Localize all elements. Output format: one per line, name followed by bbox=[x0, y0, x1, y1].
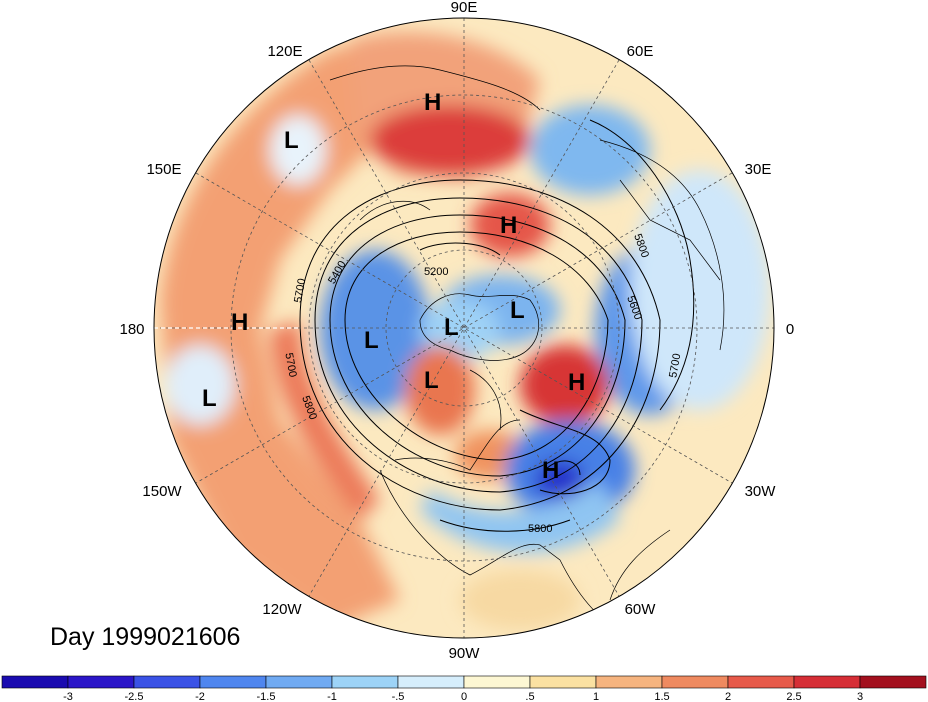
anomaly-field bbox=[154, 18, 774, 638]
colorbar-swatch bbox=[727, 675, 795, 689]
colorbar-swatch bbox=[397, 675, 465, 689]
colorbar-tick-label: -1 bbox=[327, 691, 337, 702]
colorbar-tick-label: 2.5 bbox=[786, 691, 801, 702]
colorbar-swatch bbox=[793, 675, 861, 689]
colorbar-swatch bbox=[1, 675, 69, 689]
low-center: L bbox=[510, 297, 525, 324]
contour-label: 5700 bbox=[667, 353, 683, 379]
graticule bbox=[154, 18, 774, 638]
high-center: H bbox=[500, 212, 517, 239]
low-center: L bbox=[444, 314, 459, 341]
colorbar-swatch bbox=[67, 675, 135, 689]
high-center: L bbox=[424, 367, 439, 394]
colorbar-tick-label: 1.5 bbox=[654, 691, 669, 702]
colorbar-swatch bbox=[859, 675, 927, 689]
colorbar-tick-label: 2 bbox=[725, 691, 731, 702]
colorbar-tick-label: 1 bbox=[593, 691, 599, 702]
colorbar-tick-label: -2 bbox=[195, 691, 205, 702]
pressure-centers: H L H L L L H L L H H bbox=[202, 89, 585, 484]
colorbar-swatch bbox=[463, 675, 531, 689]
high-center: H bbox=[231, 309, 248, 336]
low-center: H bbox=[542, 457, 559, 484]
lon-label: 150E bbox=[146, 161, 181, 178]
colorbar-swatch bbox=[199, 675, 267, 689]
colorbar-swatch bbox=[529, 675, 597, 689]
colorbar-swatch bbox=[595, 675, 663, 689]
colorbar-tick-label: -.5 bbox=[392, 691, 405, 702]
colorbar: -3 -2.5 -2 -1.5 -1 -.5 0 .5 1 1.5 2 2.5 3 bbox=[1, 675, 927, 702]
colorbar-tick-label: -3 bbox=[63, 691, 73, 702]
colorbar-swatch bbox=[133, 675, 201, 689]
lon-label: 120E bbox=[267, 43, 302, 60]
lon-label: 30W bbox=[745, 483, 777, 500]
colorbar-swatch bbox=[265, 675, 333, 689]
colorbar-tick-label: .5 bbox=[525, 691, 534, 702]
colorbar-tick-label: -2.5 bbox=[125, 691, 144, 702]
contour-labels: 5200 5400 5700 5700 5800 5600 5700 5800 … bbox=[282, 232, 683, 535]
colorbar-swatch bbox=[661, 675, 729, 689]
contour-label: 5800 bbox=[528, 523, 552, 535]
longitude-labels: 90E 60E 30E 0 30W 60W 90W 120W 150W 180 … bbox=[119, 0, 794, 662]
map-border bbox=[153, 17, 775, 639]
lon-label: 30E bbox=[745, 161, 772, 178]
colorbar-tick-label: -1.5 bbox=[257, 691, 276, 702]
contour-label: 5200 bbox=[424, 266, 448, 278]
contour-label: 5700 bbox=[282, 352, 298, 378]
colorbar-tick-label: 0 bbox=[461, 691, 467, 702]
lon-label: 60E bbox=[627, 43, 654, 60]
low-center: L bbox=[202, 385, 217, 412]
lon-label: 150W bbox=[142, 483, 182, 500]
colorbar-swatch bbox=[331, 675, 399, 689]
high-center: H bbox=[424, 89, 441, 116]
colorbar-tick-label: 3 bbox=[857, 691, 863, 702]
lon-label: 180 bbox=[119, 321, 144, 338]
lon-label: 90W bbox=[449, 645, 481, 662]
lon-label: 90E bbox=[451, 0, 478, 16]
high-center: H bbox=[568, 369, 585, 396]
lon-label: 0 bbox=[786, 321, 794, 338]
lon-label: 120W bbox=[262, 601, 302, 618]
lon-label: 60W bbox=[625, 601, 657, 618]
contour-label: 5700 bbox=[292, 278, 308, 304]
low-center: L bbox=[364, 327, 379, 354]
day-label: Day 1999021606 bbox=[50, 623, 240, 651]
low-center: L bbox=[284, 127, 299, 154]
